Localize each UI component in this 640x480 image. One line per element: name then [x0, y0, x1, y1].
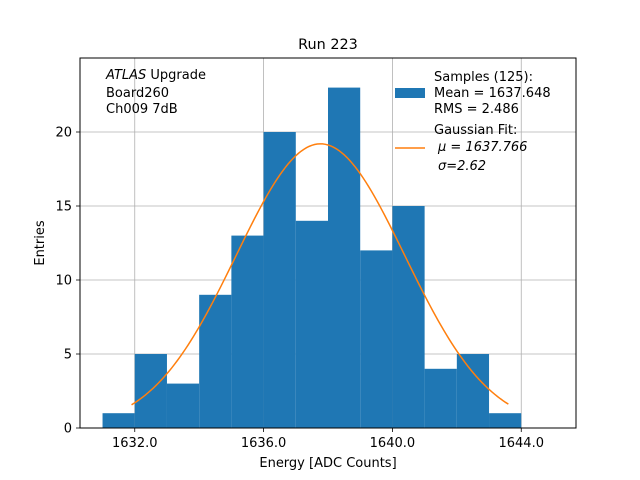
legend-samples-line-1: Samples (125): — [434, 70, 533, 85]
y-tick-label-4: 20 — [55, 126, 72, 141]
x-tick-label-3: 1644.0 — [498, 436, 544, 451]
legend: Samples (125): Mean = 1637.648 RMS = 2.4… — [395, 70, 551, 174]
x-axis-label: Energy [ADC Counts] — [259, 456, 396, 471]
histogram-bar-4 — [231, 235, 264, 428]
legend-fit-line-1: Gaussian Fit: — [434, 123, 517, 138]
histogram-bar-10 — [424, 368, 457, 428]
y-axis-label: Entries — [33, 220, 48, 266]
annotation-line-3: Ch009 7dB — [106, 102, 178, 117]
y-axis-ticks: 0 5 10 15 20 — [55, 126, 80, 437]
annotation-box: ATLAS Upgrade Board260 Ch009 7dB — [105, 68, 206, 117]
annotation-line-2: Board260 — [106, 86, 169, 101]
chart-title: Run 223 — [298, 37, 358, 53]
legend-samples-swatch — [395, 88, 425, 98]
histogram-bar-0 — [102, 413, 135, 428]
histogram-bar-11 — [456, 354, 490, 428]
histogram-bar-7 — [328, 87, 361, 428]
y-tick-label-3: 15 — [55, 200, 72, 215]
legend-fit-line-2: μ = 1637.766 — [437, 140, 527, 155]
x-tick-label-0: 1632.0 — [112, 436, 158, 451]
x-tick-label-1: 1636.0 — [241, 436, 287, 451]
x-axis-ticks: 1632.0 1636.0 1640.0 1644.0 — [112, 428, 544, 451]
histogram-bar-8 — [360, 250, 393, 428]
x-tick-label-2: 1640.0 — [370, 436, 416, 451]
legend-fit-line-3: σ=2.62 — [438, 159, 486, 174]
y-tick-label-1: 5 — [64, 348, 72, 363]
histogram-bar-9 — [392, 206, 425, 428]
histogram-bar-12 — [489, 413, 522, 428]
legend-samples-line-2: Mean = 1637.648 — [434, 86, 551, 101]
y-tick-label-0: 0 — [64, 422, 72, 437]
gaussian-fit-curve — [131, 143, 509, 406]
plot-frame — [79, 57, 577, 429]
annotation-line-1: ATLAS Upgrade — [105, 68, 206, 83]
legend-samples-line-3: RMS = 2.486 — [434, 102, 519, 117]
histogram-bars — [102, 87, 522, 428]
histogram-bar-6 — [295, 220, 328, 428]
y-tick-label-2: 10 — [55, 274, 72, 289]
histogram-bar-3 — [199, 294, 232, 428]
histogram-bar-2 — [166, 383, 200, 428]
histogram-bar-5 — [263, 132, 296, 428]
